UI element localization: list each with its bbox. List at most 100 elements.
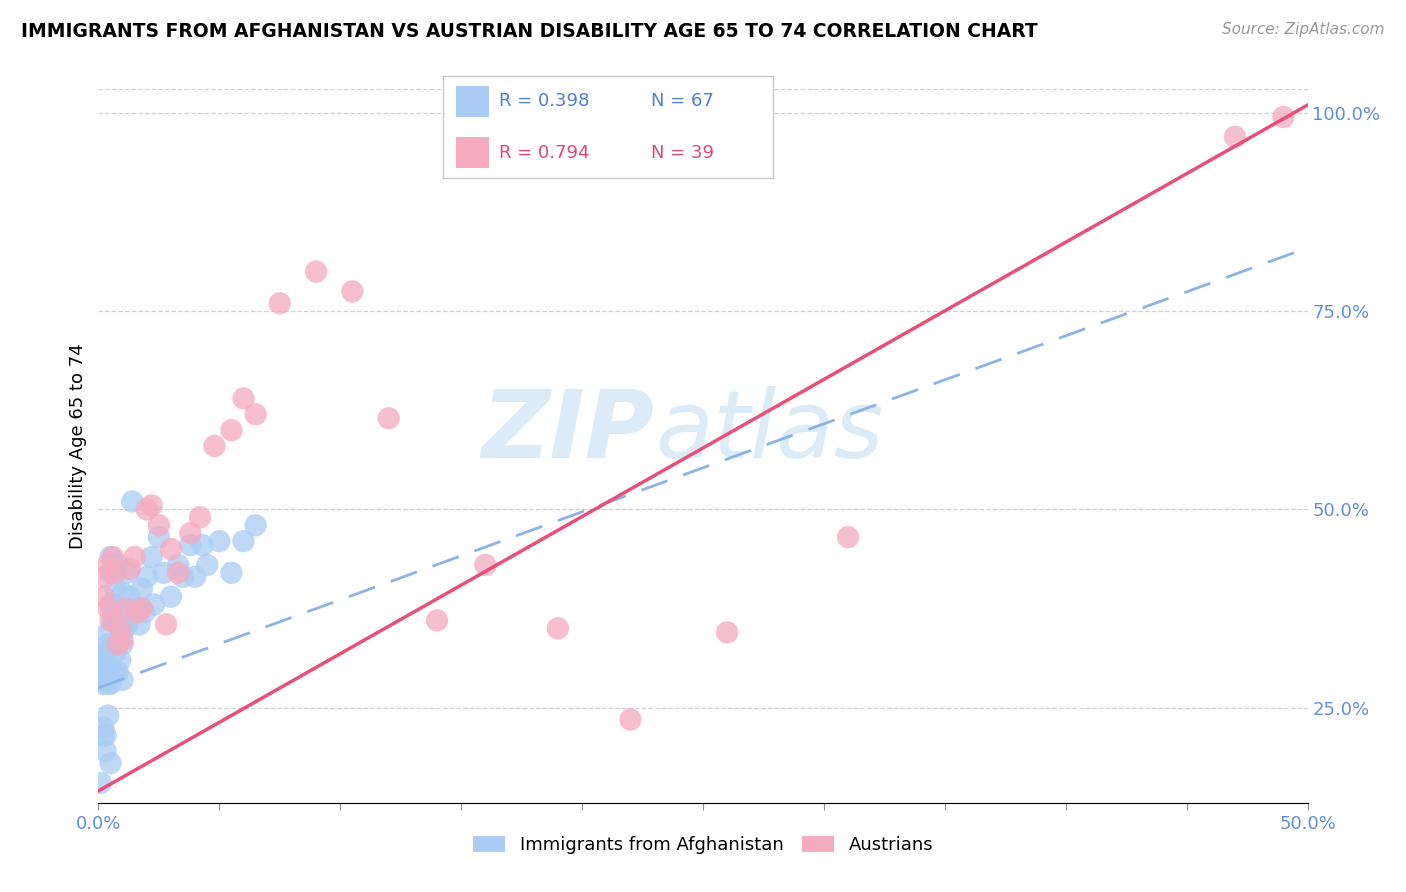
- Point: [377, 411, 399, 425]
- Point: [90, 657, 112, 671]
- Point: [152, 566, 174, 580]
- Point: [111, 633, 134, 648]
- Point: [104, 566, 127, 580]
- Point: [114, 601, 136, 615]
- Point: [94, 645, 117, 659]
- Point: [208, 534, 231, 549]
- Point: [91, 728, 114, 742]
- Point: [101, 665, 124, 679]
- Point: [104, 582, 127, 596]
- Point: [107, 558, 129, 572]
- Text: R = 0.794: R = 0.794: [499, 144, 589, 161]
- Point: [221, 566, 243, 580]
- Point: [100, 598, 122, 612]
- Point: [135, 570, 157, 584]
- Point: [232, 534, 254, 549]
- Point: [91, 721, 114, 735]
- Point: [94, 665, 117, 679]
- Point: [127, 601, 149, 615]
- Point: [91, 590, 114, 604]
- Point: [100, 677, 122, 691]
- Point: [90, 776, 112, 790]
- Point: [111, 673, 134, 687]
- Point: [1223, 129, 1246, 144]
- Point: [143, 598, 166, 612]
- Point: [100, 566, 122, 580]
- Point: [135, 502, 157, 516]
- Point: [184, 570, 207, 584]
- Point: [104, 645, 127, 659]
- Y-axis label: Disability Age 65 to 74: Disability Age 65 to 74: [69, 343, 87, 549]
- Bar: [456, 137, 489, 168]
- Point: [134, 606, 156, 620]
- Text: R = 0.398: R = 0.398: [499, 93, 589, 111]
- Bar: [456, 87, 489, 117]
- Point: [547, 621, 569, 635]
- Point: [619, 713, 641, 727]
- Text: Source: ZipAtlas.com: Source: ZipAtlas.com: [1222, 22, 1385, 37]
- Point: [97, 677, 120, 691]
- Point: [195, 558, 218, 572]
- Point: [94, 728, 117, 742]
- Point: [148, 530, 170, 544]
- Point: [837, 530, 859, 544]
- Point: [167, 558, 190, 572]
- Point: [179, 538, 201, 552]
- Point: [108, 621, 131, 635]
- Point: [342, 285, 364, 299]
- Point: [1272, 110, 1295, 124]
- Point: [426, 614, 449, 628]
- Point: [124, 601, 146, 615]
- Point: [111, 637, 134, 651]
- Point: [97, 669, 120, 683]
- Point: [94, 673, 117, 687]
- Point: [107, 614, 129, 628]
- Point: [91, 665, 114, 679]
- Point: [221, 423, 243, 437]
- Point: [101, 549, 124, 564]
- Point: [131, 601, 153, 615]
- Point: [160, 590, 183, 604]
- Point: [127, 606, 149, 620]
- Point: [91, 641, 114, 656]
- Point: [91, 677, 114, 691]
- Point: [94, 570, 117, 584]
- Point: [94, 657, 117, 671]
- Text: N = 67: N = 67: [651, 93, 714, 111]
- Point: [90, 673, 112, 687]
- Point: [131, 582, 153, 596]
- Point: [716, 625, 738, 640]
- Point: [101, 614, 124, 628]
- Point: [269, 296, 291, 310]
- Text: IMMIGRANTS FROM AFGHANISTAN VS AUSTRIAN DISABILITY AGE 65 TO 74 CORRELATION CHAR: IMMIGRANTS FROM AFGHANISTAN VS AUSTRIAN …: [21, 22, 1038, 41]
- Point: [141, 549, 163, 564]
- Legend: Immigrants from Afghanistan, Austrians: Immigrants from Afghanistan, Austrians: [465, 829, 941, 862]
- Point: [114, 621, 136, 635]
- Text: atlas: atlas: [655, 386, 883, 477]
- Point: [97, 625, 120, 640]
- Point: [305, 264, 328, 278]
- Point: [117, 617, 139, 632]
- Point: [121, 494, 143, 508]
- Point: [118, 590, 141, 604]
- Point: [97, 601, 120, 615]
- Point: [160, 542, 183, 557]
- Point: [100, 614, 122, 628]
- Point: [107, 665, 129, 679]
- Point: [245, 407, 267, 421]
- Point: [108, 621, 131, 635]
- Point: [90, 653, 112, 667]
- Point: [118, 562, 141, 576]
- Point: [101, 601, 124, 615]
- Point: [100, 549, 122, 564]
- Point: [179, 526, 201, 541]
- Point: [191, 538, 214, 552]
- Point: [94, 744, 117, 758]
- Text: N = 39: N = 39: [651, 144, 714, 161]
- Point: [188, 510, 211, 524]
- Point: [94, 649, 117, 664]
- Point: [128, 617, 150, 632]
- Point: [104, 598, 127, 612]
- Point: [100, 756, 122, 771]
- Point: [108, 653, 131, 667]
